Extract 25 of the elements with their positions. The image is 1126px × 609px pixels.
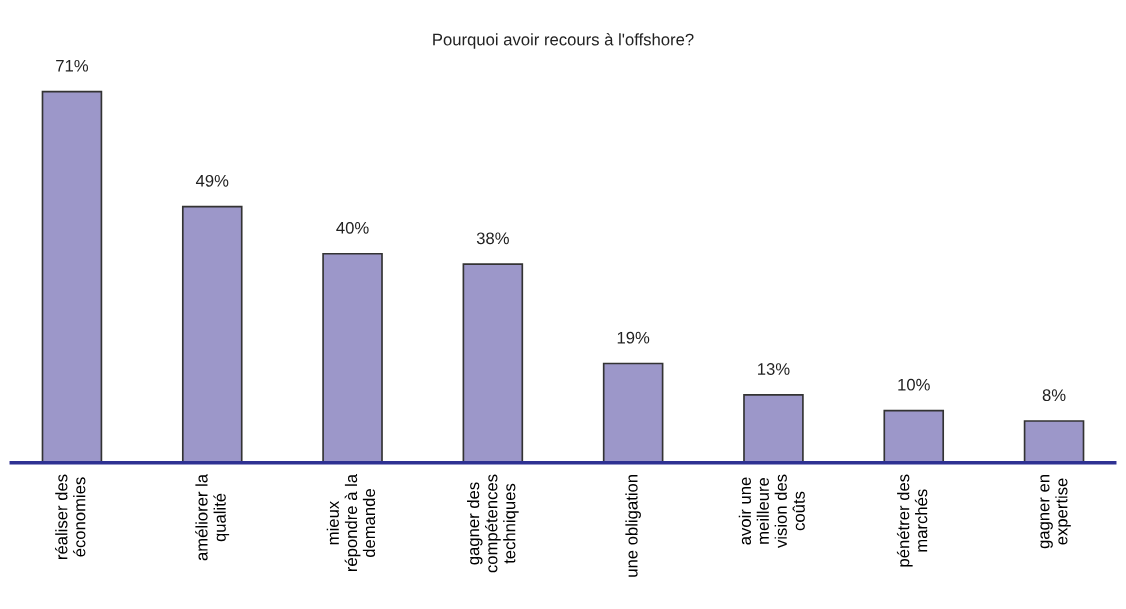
x-tick-label: pénétrer des marchés <box>896 474 928 567</box>
bar <box>1023 420 1085 463</box>
x-tick-label: une obligation <box>625 475 641 577</box>
x-tick-label: améliorer la qualité <box>195 473 230 561</box>
data-label: 13% <box>758 363 790 375</box>
bar <box>181 205 243 463</box>
x-tick-label: avoir une meilleure vision des coûts <box>738 474 805 548</box>
data-label: 19% <box>617 331 650 344</box>
bar <box>462 263 524 463</box>
bar <box>743 394 804 463</box>
x-tick-label: réaliser des économies <box>55 474 86 559</box>
bar <box>883 409 945 463</box>
data-label: 49% <box>195 174 229 187</box>
data-label: 8% <box>1042 389 1066 402</box>
data-label: 40% <box>336 221 369 234</box>
data-label: 38% <box>476 232 509 245</box>
bar <box>41 90 103 463</box>
bar <box>322 252 383 463</box>
data-label: 10% <box>898 378 930 391</box>
x-tick-label: gagner en expertise <box>1040 475 1071 549</box>
x-tick-label: mieux répondre à la demande <box>326 473 376 572</box>
bar <box>602 362 664 463</box>
chart-title: Pourquoi avoir recours à l'offshore? <box>433 33 694 49</box>
x-tick-label: gagner des compétences techniques <box>467 474 519 573</box>
data-label: 71% <box>56 59 89 72</box>
